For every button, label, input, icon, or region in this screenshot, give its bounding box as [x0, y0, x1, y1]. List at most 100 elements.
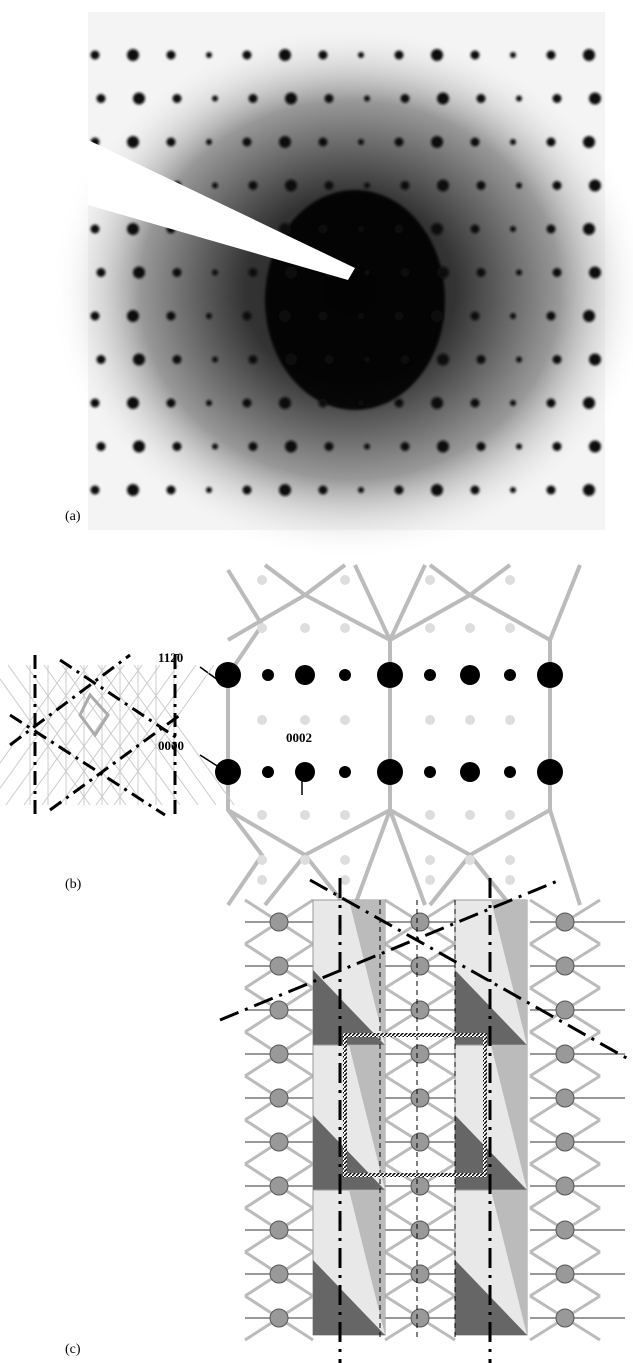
- spot: [285, 441, 297, 453]
- weak-spot: [425, 575, 435, 585]
- spot: [243, 486, 252, 495]
- spot: [583, 397, 595, 409]
- spot: [249, 181, 258, 190]
- spot: [395, 399, 404, 408]
- spot: [547, 138, 556, 147]
- spot: [553, 181, 562, 190]
- panel-label: (b): [65, 877, 82, 892]
- lattice-line: [60, 665, 160, 805]
- lattice-line: [78, 665, 178, 805]
- spot: [395, 312, 404, 321]
- atom: [411, 1045, 429, 1063]
- weak-spot: [505, 575, 515, 585]
- spot: [437, 354, 449, 366]
- atom: [556, 1309, 574, 1327]
- atom: [411, 1133, 429, 1151]
- spot: [212, 183, 218, 189]
- spot: [206, 400, 212, 406]
- spot: [319, 138, 328, 147]
- atom: [556, 1001, 574, 1019]
- symmetry-sketch: [0, 655, 234, 815]
- spot: [212, 270, 218, 276]
- hex-grid: [228, 565, 580, 905]
- spot: [547, 399, 556, 408]
- spot: [249, 442, 258, 451]
- spot: [97, 94, 106, 103]
- spot: [295, 665, 315, 685]
- index-label: 0000: [158, 738, 184, 753]
- spot: [589, 267, 601, 279]
- spot: [339, 669, 351, 681]
- atom: [270, 1221, 288, 1239]
- spot: [319, 486, 328, 495]
- spot: [510, 313, 516, 319]
- spot: [279, 310, 291, 322]
- spot: [553, 442, 562, 451]
- spot: [537, 759, 563, 785]
- spot: [477, 268, 486, 277]
- spot: [437, 180, 449, 192]
- atom: [270, 913, 288, 931]
- spot: [243, 312, 252, 321]
- spot: [471, 399, 480, 408]
- spot: [97, 355, 106, 364]
- spot: [547, 486, 556, 495]
- spot: [215, 759, 241, 785]
- spot: [364, 444, 370, 450]
- index-label: 112̄0: [158, 650, 183, 665]
- spot: [127, 223, 139, 235]
- atom: [411, 1001, 429, 1019]
- weak-spot: [465, 810, 475, 820]
- spot: [583, 49, 595, 61]
- spot: [589, 180, 601, 192]
- spot: [431, 223, 443, 235]
- spot: [395, 225, 404, 234]
- spot: [471, 486, 480, 495]
- spot: [206, 313, 212, 319]
- spot: [395, 486, 404, 495]
- spot: [510, 487, 516, 493]
- weak-spot: [257, 875, 267, 885]
- weak-spot: [505, 715, 515, 725]
- spot: [583, 223, 595, 235]
- spot: [206, 487, 212, 493]
- atom: [270, 1001, 288, 1019]
- spot: [249, 355, 258, 364]
- spot: [173, 268, 182, 277]
- spot: [173, 94, 182, 103]
- weak-spot: [340, 623, 350, 633]
- weak-spot: [300, 715, 310, 725]
- spot: [173, 355, 182, 364]
- weak-spot: [300, 810, 310, 820]
- symmetry-lines: [220, 878, 630, 1363]
- lattice-line: [134, 665, 234, 805]
- weak-spot: [300, 623, 310, 633]
- spot: [424, 669, 436, 681]
- spot: [358, 487, 364, 493]
- spot: [319, 51, 328, 60]
- spot: [401, 181, 410, 190]
- index-label: 0002: [286, 730, 312, 745]
- spot: [553, 94, 562, 103]
- atom: [411, 913, 429, 931]
- spot: [358, 52, 364, 58]
- spot: [358, 313, 364, 319]
- spot: [285, 180, 297, 192]
- spot: [364, 270, 370, 276]
- weak-spot: [425, 810, 435, 820]
- atom: [411, 1221, 429, 1239]
- weak-spot: [505, 875, 515, 885]
- spot: [127, 484, 139, 496]
- spot: [471, 51, 480, 60]
- spot: [167, 486, 176, 495]
- spot: [358, 139, 364, 145]
- spot: [325, 442, 334, 451]
- spot: [97, 268, 106, 277]
- lattice-line: [62, 665, 162, 805]
- atom: [556, 1177, 574, 1195]
- atom: [411, 957, 429, 975]
- weak-spot: [257, 855, 267, 865]
- weak-spot: [425, 715, 435, 725]
- spot: [431, 136, 443, 148]
- weak-spot: [425, 875, 435, 885]
